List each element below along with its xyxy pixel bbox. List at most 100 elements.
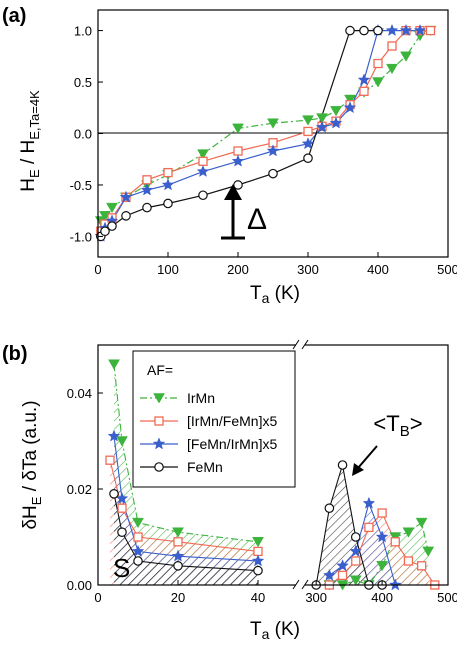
point-b-1 — [253, 546, 263, 557]
point-b-1 — [377, 508, 387, 518]
point-b-3 — [109, 488, 119, 499]
x-tick-label-a: 500 — [437, 262, 457, 277]
legend-marker-3 — [154, 462, 164, 472]
y-label-a-h: H — [18, 178, 39, 192]
point-a-2 — [119, 190, 133, 203]
point-b-0 — [402, 527, 415, 538]
point-a-2 — [301, 137, 315, 150]
point-a-0 — [386, 63, 398, 75]
point-b-2 — [323, 568, 336, 581]
point-a-0 — [372, 77, 384, 88]
legend-marker-1 — [154, 416, 164, 426]
point-b-1 — [117, 503, 127, 513]
point-a-3 — [107, 221, 117, 231]
point-b-1 — [351, 556, 361, 566]
point-a-3 — [345, 25, 355, 36]
point-b-1 — [133, 532, 143, 542]
point-a-0 — [344, 94, 356, 106]
point-b-0 — [376, 561, 389, 572]
x-tick-label-b: 300 — [305, 590, 327, 605]
point-b-2 — [349, 544, 363, 557]
point-b-1 — [416, 561, 427, 571]
legend-marker-0 — [153, 393, 165, 404]
hatch-area-3 — [316, 465, 383, 585]
y-tick-label-a: 0.0 — [74, 127, 92, 142]
x-tick-label-a: 400 — [367, 262, 389, 277]
y-tick-label-a: 0.5 — [74, 75, 92, 90]
y-tick-label-a: 1.0 — [74, 24, 92, 39]
point-b-3 — [350, 532, 361, 542]
break-mark-1 — [292, 579, 300, 590]
legend-title: AF= — [147, 362, 173, 378]
point-a-1 — [373, 58, 383, 69]
panel-b-label: (b) — [2, 343, 28, 365]
point-b-3 — [133, 556, 143, 566]
point-b-0 — [422, 546, 435, 557]
x-tick-label-b: 40 — [251, 590, 265, 605]
legend-label-2: [FeMn/IrMn]x5 — [187, 436, 277, 452]
tb-arrow-head — [352, 463, 364, 476]
axis-break-gap-bottom — [296, 580, 305, 590]
hatch-area-0 — [114, 364, 258, 585]
point-b-0 — [172, 527, 184, 538]
point-a-0 — [197, 149, 209, 160]
s-annotation: S — [113, 553, 130, 583]
point-a-1 — [163, 167, 173, 178]
point-a-3 — [233, 180, 243, 190]
point-b-2 — [362, 496, 376, 509]
point-b-2 — [107, 429, 121, 442]
axis-break-marks — [292, 339, 309, 590]
axis-break-gap-top — [296, 340, 305, 350]
point-b-2 — [375, 530, 389, 543]
y-tick-label-b: 0.00 — [67, 578, 92, 593]
point-b-1 — [173, 537, 183, 547]
point-b-2 — [171, 549, 185, 562]
x-tick-label-a: 200 — [227, 262, 249, 277]
x-tick-label-a: 300 — [297, 262, 319, 277]
panel-a-label: (a) — [2, 5, 26, 27]
legend-label-1: [IrMn/FeMn]x5 — [187, 413, 277, 429]
point-a-0 — [400, 51, 412, 62]
point-a-2 — [161, 178, 175, 191]
y-tick-label-a: -0.5 — [70, 178, 92, 193]
point-b-2 — [336, 559, 349, 572]
break-mark-4 — [301, 339, 309, 350]
point-b-0 — [132, 517, 144, 529]
point-b-2 — [251, 554, 265, 567]
x-tick-label-b: 500 — [437, 590, 457, 605]
point-a-1 — [198, 156, 208, 166]
y-label-a-sub1: E — [27, 169, 42, 178]
point-a-3 — [373, 25, 383, 36]
point-a-3 — [142, 202, 152, 213]
point-a-0 — [316, 113, 328, 124]
point-a-2 — [231, 154, 245, 167]
point-a-0 — [267, 118, 279, 129]
x-tick-label-b: 20 — [171, 590, 185, 605]
point-b-0 — [116, 436, 128, 447]
point-a-2 — [140, 183, 154, 196]
point-a-1 — [142, 175, 152, 185]
legend: AF= IrMn [IrMn/FeMn]x5 [FeMn/IrMn]x5 FeMn — [132, 350, 296, 488]
x-axis-label-a: Ta (K) — [250, 283, 300, 306]
point-a-3 — [100, 226, 110, 237]
point-a-3 — [198, 190, 208, 201]
point-b-1 — [364, 522, 374, 533]
point-a-2 — [385, 23, 399, 36]
point-b-1 — [337, 570, 348, 581]
legend-marker-2 — [152, 437, 166, 450]
point-a-0 — [330, 106, 342, 117]
point-a-3 — [359, 25, 369, 36]
point-b-3 — [117, 527, 127, 537]
axes-frame-b — [97, 344, 449, 586]
y-tick-label-b: 0.02 — [67, 482, 92, 497]
delta-symbol: Δ — [247, 203, 267, 236]
y-label-a-slash: / H — [18, 140, 39, 170]
point-a-3 — [268, 168, 278, 179]
point-a-2 — [399, 23, 413, 36]
point-b-0 — [252, 537, 264, 548]
point-a-1 — [233, 146, 243, 156]
x-axis-label-b: Ta (K) — [250, 619, 300, 642]
point-a-1 — [359, 86, 369, 96]
